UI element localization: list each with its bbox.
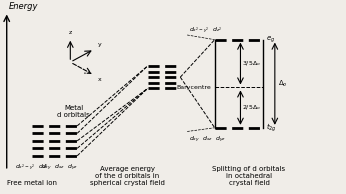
Text: $d_{x^2-y^2}$  $d_{z^2}$: $d_{x^2-y^2}$ $d_{z^2}$ — [15, 163, 48, 173]
Text: Free metal ion: Free metal ion — [8, 180, 57, 186]
Text: z: z — [69, 30, 72, 35]
Text: $3/5\Delta_o$: $3/5\Delta_o$ — [242, 59, 261, 68]
Text: Barycentre: Barycentre — [176, 85, 211, 90]
Text: $e_g$: $e_g$ — [266, 34, 275, 45]
Text: Energy: Energy — [8, 2, 38, 11]
Text: Metal
d orbitals: Metal d orbitals — [57, 105, 90, 118]
Text: $d_{xy}$  $d_{xz}$  $d_{yz}$: $d_{xy}$ $d_{xz}$ $d_{yz}$ — [41, 163, 78, 173]
Text: Average energy
of the d orbitals in
spherical crystal field: Average energy of the d orbitals in sphe… — [90, 166, 164, 186]
Text: $\Delta_o$: $\Delta_o$ — [278, 79, 288, 89]
Text: x: x — [98, 77, 102, 82]
Text: Splitting of d orbitals
in octahedral
crystal field: Splitting of d orbitals in octahedral cr… — [212, 166, 285, 186]
Text: $2/5\Delta_o$: $2/5\Delta_o$ — [242, 103, 261, 112]
Text: $d_{xy}$  $d_{xz}$  $d_{yz}$: $d_{xy}$ $d_{xz}$ $d_{yz}$ — [189, 135, 226, 146]
Text: $t_{2g}$: $t_{2g}$ — [266, 121, 277, 134]
Text: y: y — [98, 42, 102, 47]
Text: $d_{x^2-y^2}$  $d_{z^2}$: $d_{x^2-y^2}$ $d_{z^2}$ — [189, 26, 222, 36]
